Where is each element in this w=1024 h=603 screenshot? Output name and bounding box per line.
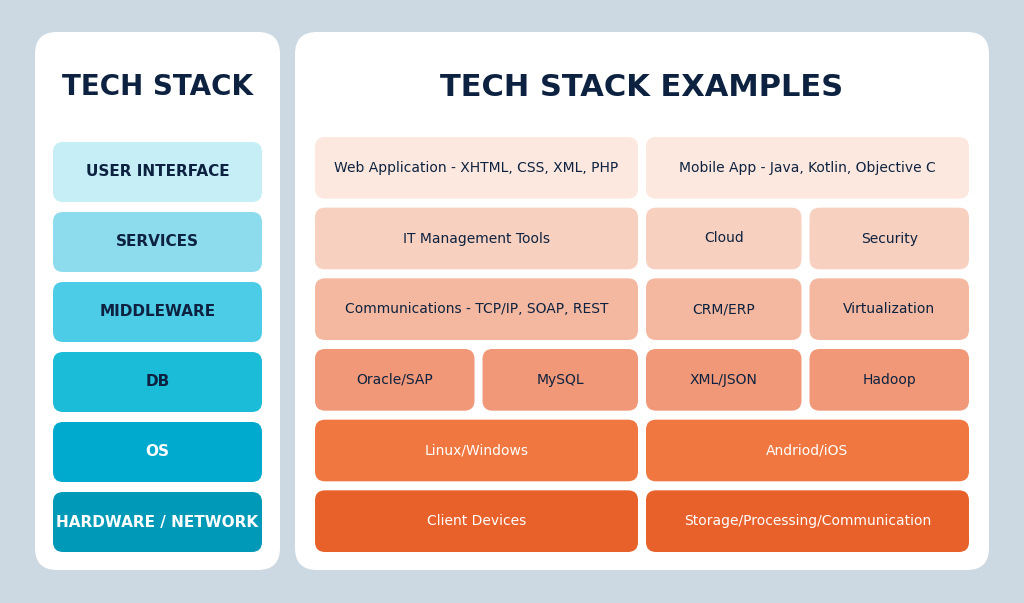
- Text: SERVICES: SERVICES: [116, 235, 199, 250]
- FancyBboxPatch shape: [646, 137, 969, 198]
- Text: CRM/ERP: CRM/ERP: [692, 302, 755, 316]
- FancyBboxPatch shape: [315, 490, 638, 552]
- Text: Oracle/SAP: Oracle/SAP: [356, 373, 433, 387]
- FancyBboxPatch shape: [53, 352, 262, 412]
- Text: DB: DB: [145, 374, 170, 390]
- FancyBboxPatch shape: [810, 207, 969, 270]
- Text: Security: Security: [861, 232, 918, 245]
- Text: XML/JSON: XML/JSON: [690, 373, 758, 387]
- Text: Mobile App - Java, Kotlin, Objective C: Mobile App - Java, Kotlin, Objective C: [679, 161, 936, 175]
- FancyBboxPatch shape: [53, 212, 262, 272]
- FancyBboxPatch shape: [35, 32, 280, 570]
- Text: MIDDLEWARE: MIDDLEWARE: [99, 305, 216, 320]
- Text: TECH STACK EXAMPLES: TECH STACK EXAMPLES: [440, 72, 844, 101]
- FancyBboxPatch shape: [315, 207, 638, 270]
- Text: USER INTERFACE: USER INTERFACE: [86, 165, 229, 180]
- Text: Web Application - XHTML, CSS, XML, PHP: Web Application - XHTML, CSS, XML, PHP: [335, 161, 618, 175]
- FancyBboxPatch shape: [646, 349, 802, 411]
- FancyBboxPatch shape: [810, 279, 969, 340]
- Text: Hadoop: Hadoop: [862, 373, 916, 387]
- FancyBboxPatch shape: [315, 279, 638, 340]
- Text: TECH STACK: TECH STACK: [62, 73, 253, 101]
- FancyBboxPatch shape: [53, 282, 262, 342]
- FancyBboxPatch shape: [53, 492, 262, 552]
- Text: Client Devices: Client Devices: [427, 514, 526, 528]
- FancyBboxPatch shape: [315, 349, 474, 411]
- FancyBboxPatch shape: [810, 349, 969, 411]
- Text: MySQL: MySQL: [537, 373, 584, 387]
- FancyBboxPatch shape: [646, 207, 802, 270]
- Text: Andriod/iOS: Andriod/iOS: [766, 443, 849, 458]
- Text: OS: OS: [145, 444, 170, 459]
- Text: HARDWARE / NETWORK: HARDWARE / NETWORK: [56, 514, 259, 529]
- Text: Cloud: Cloud: [703, 232, 743, 245]
- FancyBboxPatch shape: [53, 142, 262, 202]
- FancyBboxPatch shape: [646, 490, 969, 552]
- FancyBboxPatch shape: [646, 420, 969, 481]
- FancyBboxPatch shape: [646, 279, 802, 340]
- Text: Storage/Processing/Communication: Storage/Processing/Communication: [684, 514, 931, 528]
- Text: Communications - TCP/IP, SOAP, REST: Communications - TCP/IP, SOAP, REST: [345, 302, 608, 316]
- Text: Virtualization: Virtualization: [843, 302, 935, 316]
- FancyBboxPatch shape: [53, 422, 262, 482]
- FancyBboxPatch shape: [482, 349, 638, 411]
- Text: Linux/Windows: Linux/Windows: [425, 443, 528, 458]
- FancyBboxPatch shape: [315, 137, 638, 198]
- Text: IT Management Tools: IT Management Tools: [403, 232, 550, 245]
- FancyBboxPatch shape: [295, 32, 989, 570]
- FancyBboxPatch shape: [315, 420, 638, 481]
